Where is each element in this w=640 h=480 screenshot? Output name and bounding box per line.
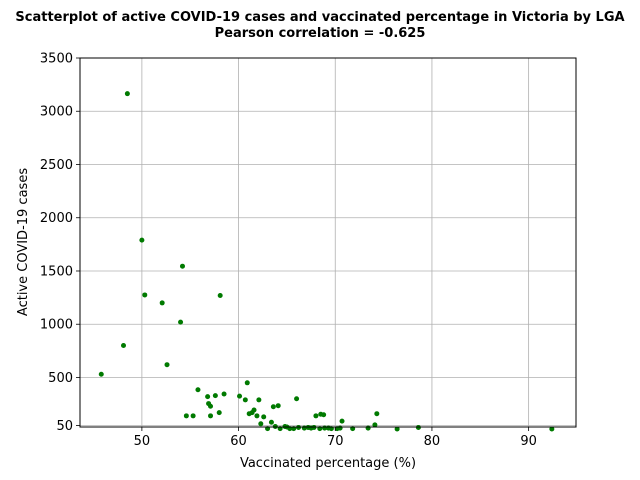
scatter-point (221, 391, 227, 397)
scatter-point (212, 393, 218, 399)
scatter-point (179, 263, 185, 269)
scatter-point (205, 394, 211, 400)
x-axis-label: Vaccinated percentage (%) (240, 456, 416, 471)
scatter-point (159, 300, 165, 306)
scatter-point (244, 380, 250, 386)
x-tick-label: 90 (520, 434, 537, 449)
scatter-point (190, 413, 196, 419)
scatter-point (251, 407, 257, 413)
y-tick-label: 3500 (40, 52, 73, 67)
scatter-point (311, 425, 317, 431)
scatter-point (217, 292, 223, 298)
scatter-point (208, 413, 214, 419)
scatter-point (337, 425, 343, 431)
scatter-point (216, 410, 222, 416)
scatter-point (256, 397, 262, 403)
scatter-point (415, 425, 421, 431)
scatter-point (124, 91, 130, 97)
scatter-point (183, 413, 189, 419)
scatter-point (261, 414, 267, 420)
scatter-point (374, 411, 380, 417)
x-tick-label: 60 (230, 434, 247, 449)
scatter-point (139, 237, 145, 243)
y-tick-label: 500 (48, 371, 73, 386)
scatter-point (98, 371, 104, 377)
y-axis-label: Active COVID-19 cases (16, 168, 31, 316)
x-tick-label: 50 (134, 434, 151, 449)
scatter-point (237, 393, 243, 399)
scatter-point (321, 412, 327, 418)
chart-title: Scatterplot of active COVID-19 cases and… (15, 10, 624, 25)
scatter-point (372, 422, 378, 428)
scatter-point (294, 396, 300, 402)
scatter-point (178, 319, 184, 325)
scatter-point (268, 419, 274, 425)
scatter-point (313, 413, 319, 419)
y-tick-label: 2500 (40, 158, 73, 173)
y-tick-label: 1000 (40, 318, 73, 333)
scatter-point (242, 397, 248, 403)
scatter-point (272, 423, 278, 429)
scatter-point (394, 426, 400, 432)
y-tick-label: 3000 (40, 105, 73, 120)
scatter-point (142, 292, 148, 298)
scatter-point (365, 425, 371, 431)
y-tick-label: 50 (56, 419, 73, 434)
scatter-point (121, 343, 127, 349)
scatter-point (164, 362, 170, 368)
scatter-point (296, 425, 302, 431)
chart-subtitle: Pearson correlation = -0.625 (215, 26, 426, 41)
scatter-point (254, 413, 260, 419)
scatter-point (270, 404, 276, 410)
axis-ticks: 50 60 70 80 90 50 500 1000 1500 2000 2500 3000 3500 (40, 52, 537, 450)
scatter-point (258, 421, 264, 427)
plot-frame (79, 57, 577, 428)
scatter-point (208, 403, 214, 409)
x-tick-label: 80 (424, 434, 441, 449)
scatter-point (549, 426, 555, 432)
scatter-point (195, 387, 201, 393)
y-tick-label: 1500 (40, 264, 73, 279)
scatter-point (339, 418, 345, 424)
scatter-point (275, 403, 281, 409)
y-tick-label: 2000 (40, 211, 73, 226)
x-tick-label: 70 (327, 434, 344, 449)
